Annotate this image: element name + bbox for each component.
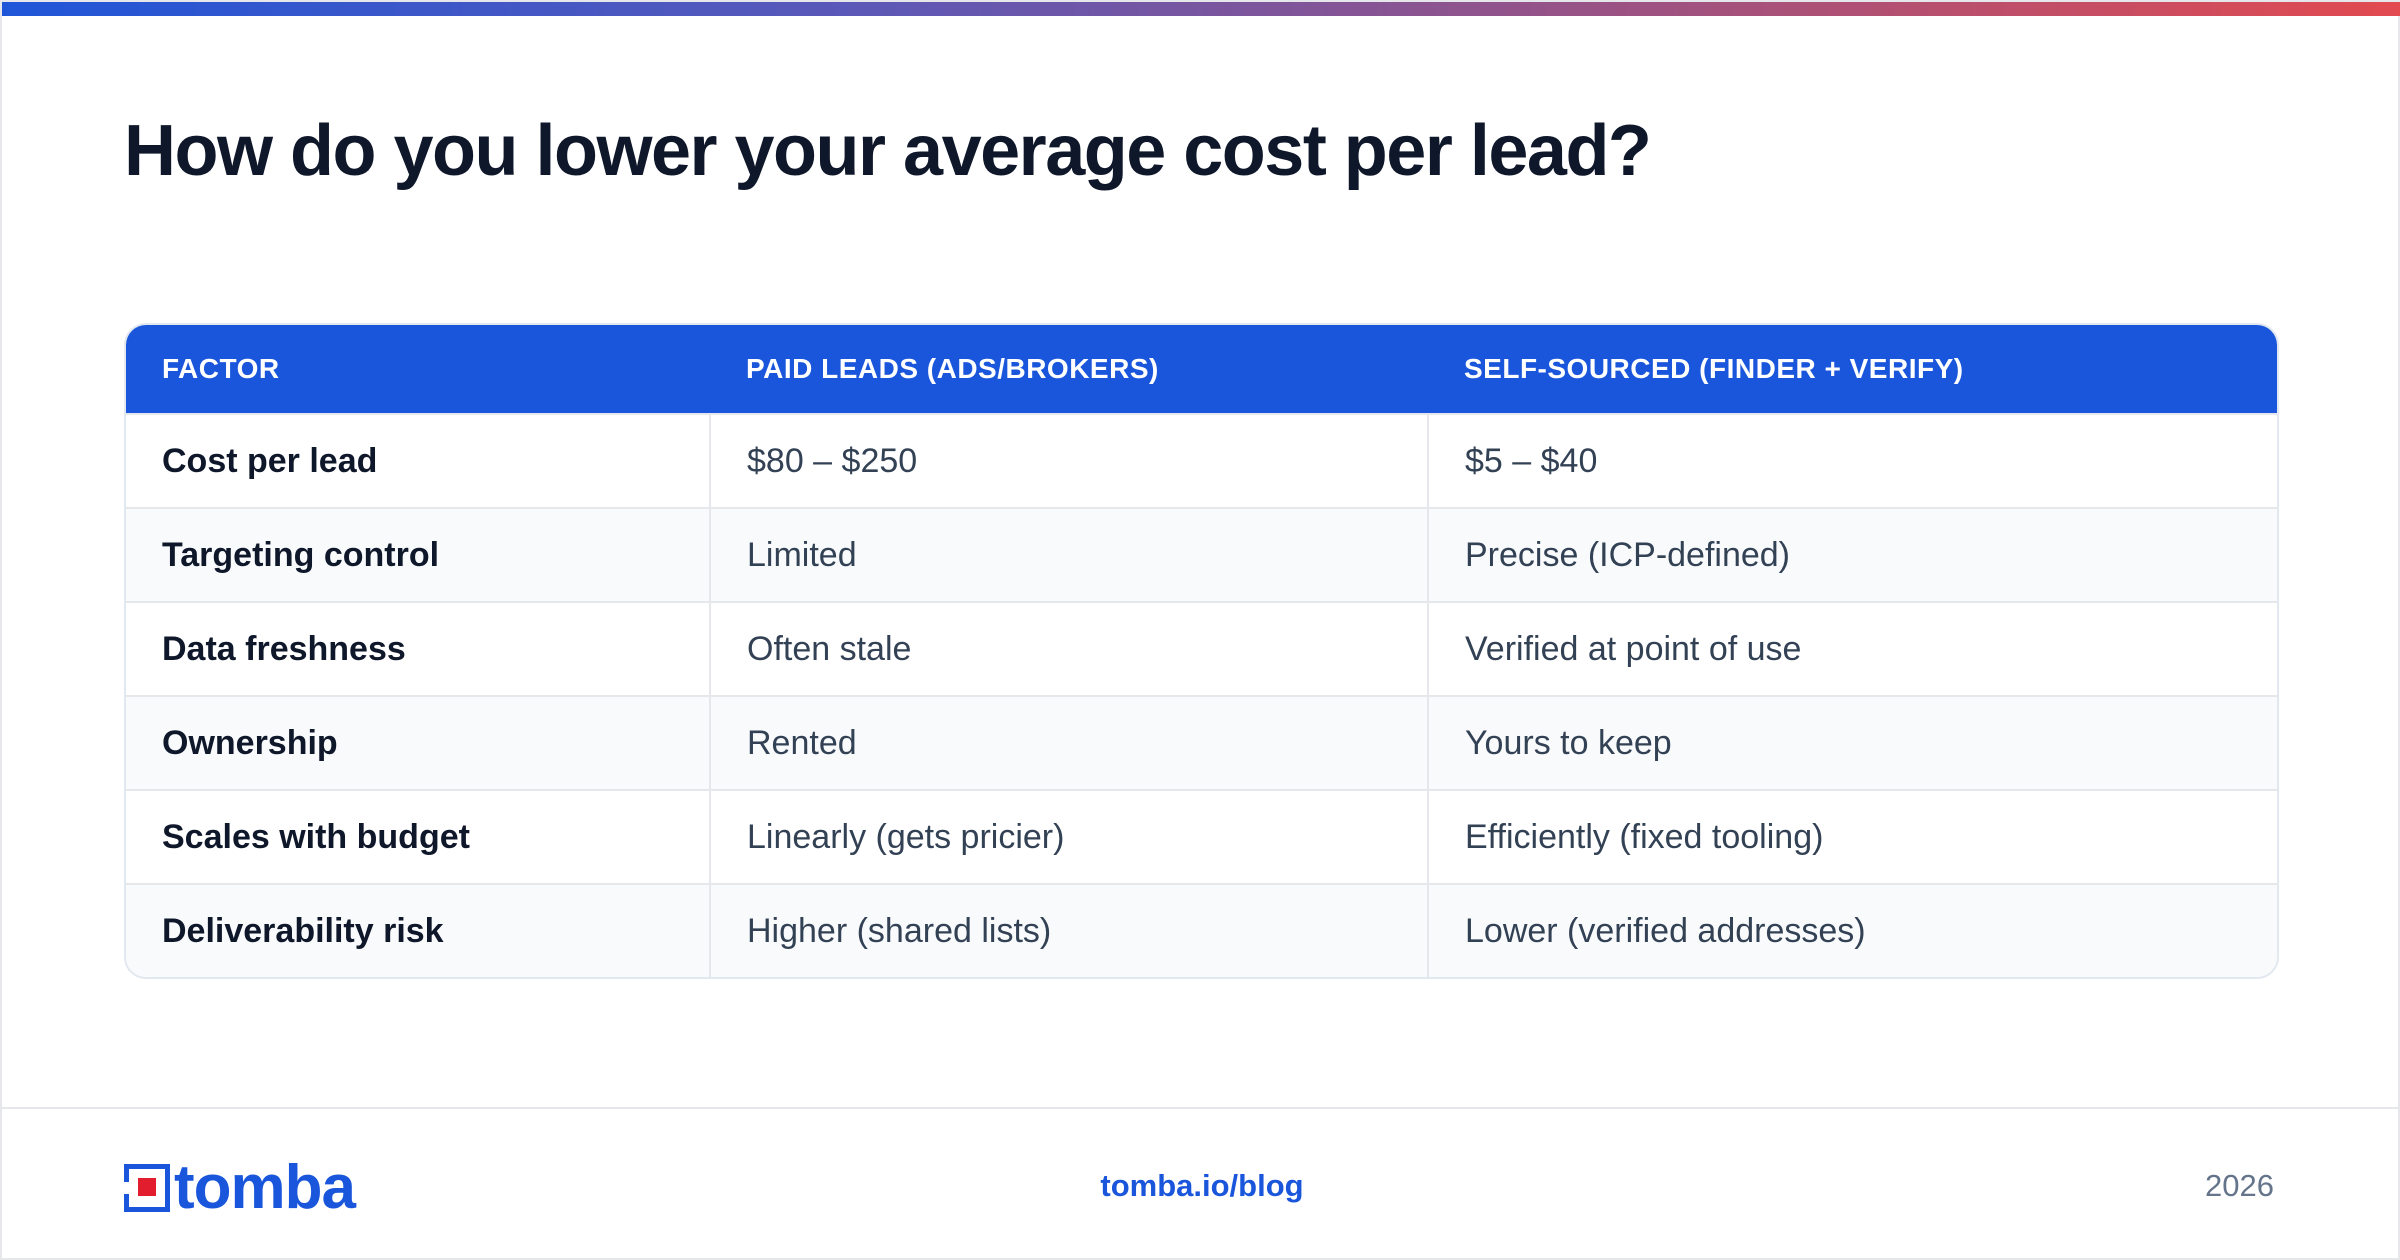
factor-cell: Targeting control [126, 507, 710, 602]
tomba-logo-icon [124, 1164, 170, 1212]
blog-link[interactable]: tomba.io/blog [1100, 1168, 1304, 1203]
factor-cell: Scales with budget [126, 789, 710, 884]
paid-cell: Rented [709, 695, 1428, 790]
table-row: Cost per lead $80 – $250 $5 – $40 [126, 413, 2277, 508]
paid-cell: $80 – $250 [709, 413, 1428, 508]
table-row: Data freshness Often stale Verified at p… [126, 601, 2277, 696]
page-title: How do you lower your average cost per l… [124, 111, 1652, 191]
footer-divider [2, 1107, 2400, 1109]
paid-cell: Linearly (gets pricier) [709, 789, 1428, 884]
logo-wordmark: tomba [174, 1153, 356, 1222]
comparison-table: FACTOR PAID LEADS (ADS/BROKERS) SELF-SOU… [124, 323, 2279, 979]
self-cell: Efficiently (fixed tooling) [1427, 789, 2277, 884]
header-factor: FACTOR [162, 353, 280, 384]
table-row: Deliverability risk Higher (shared lists… [126, 883, 2277, 977]
table-header-row: FACTOR PAID LEADS (ADS/BROKERS) SELF-SOU… [126, 325, 2277, 414]
header-paid-leads: PAID LEADS (ADS/BROKERS) [746, 353, 1159, 384]
self-cell: $5 – $40 [1427, 413, 2277, 508]
self-cell: Yours to keep [1427, 695, 2277, 790]
factor-cell: Data freshness [126, 601, 710, 696]
factor-cell: Cost per lead [126, 413, 710, 508]
paid-cell: Limited [709, 507, 1428, 602]
self-cell: Verified at point of use [1427, 601, 2277, 696]
factor-cell: Ownership [126, 695, 710, 790]
self-cell: Lower (verified addresses) [1427, 883, 2277, 977]
top-gradient-bar [2, 2, 2400, 16]
factor-cell: Deliverability risk [126, 883, 710, 977]
header-self-sourced: SELF-SOURCED (FINDER + VERIFY) [1464, 353, 1964, 384]
tomba-logo: tomba [124, 1153, 356, 1222]
table-row: Ownership Rented Yours to keep [126, 695, 2277, 790]
self-cell: Precise (ICP-defined) [1427, 507, 2277, 602]
paid-cell: Often stale [709, 601, 1428, 696]
year-label: 2026 [2205, 1168, 2274, 1203]
table-row: Targeting control Limited Precise (ICP-d… [126, 507, 2277, 602]
table-row: Scales with budget Linearly (gets pricie… [126, 789, 2277, 884]
paid-cell: Higher (shared lists) [709, 883, 1428, 977]
